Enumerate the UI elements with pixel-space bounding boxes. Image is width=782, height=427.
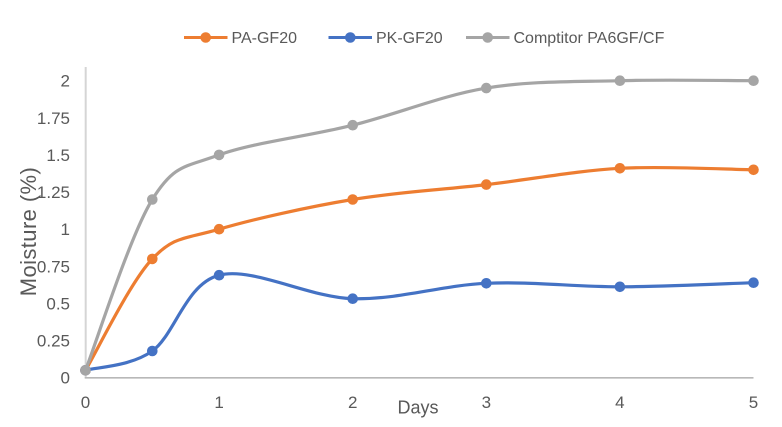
svg-text:Comptitor PA6GF/CF: Comptitor PA6GF/CF: [514, 30, 665, 47]
svg-text:2: 2: [61, 72, 70, 91]
svg-text:3: 3: [482, 393, 491, 412]
svg-text:2: 2: [348, 393, 357, 412]
svg-text:0.25: 0.25: [37, 332, 70, 351]
svg-text:0.75: 0.75: [37, 257, 70, 276]
svg-text:1.25: 1.25: [37, 183, 70, 202]
svg-text:4: 4: [615, 393, 624, 412]
svg-text:1.5: 1.5: [46, 146, 70, 165]
svg-text:0: 0: [81, 393, 90, 412]
svg-text:Days: Days: [397, 398, 438, 418]
svg-text:1: 1: [61, 220, 70, 239]
svg-text:Moisture (%): Moisture (%): [16, 167, 41, 297]
svg-text:0.5: 0.5: [46, 294, 70, 313]
svg-text:PK-GF20: PK-GF20: [376, 30, 443, 47]
svg-text:PA-GF20: PA-GF20: [232, 30, 298, 47]
svg-text:1: 1: [214, 393, 223, 412]
svg-text:1.75: 1.75: [37, 109, 70, 128]
svg-text:5: 5: [749, 393, 758, 412]
svg-text:0: 0: [61, 369, 70, 388]
